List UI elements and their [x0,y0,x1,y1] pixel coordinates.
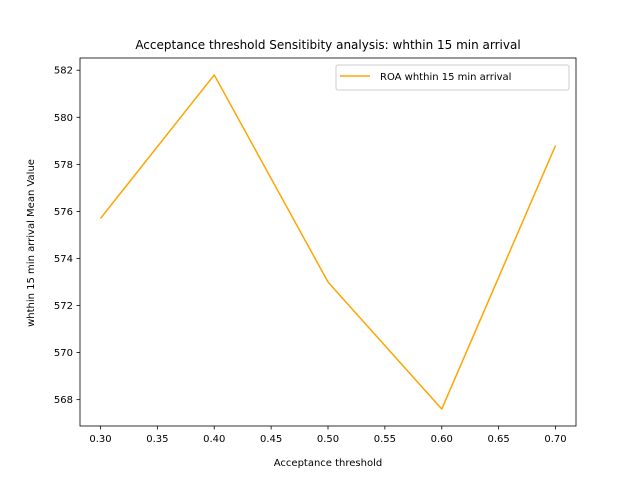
x-tick-label: 0.70 [544,434,566,445]
legend: ROA whthin 15 min arrival [335,64,570,91]
y-tick-label: 572 [54,301,73,312]
x-tick-label: 0.35 [146,434,168,445]
y-axis-label: whthin 15 min arrival Mean Value [26,159,37,327]
legend-box [335,64,570,91]
y-tick-label: 574 [54,254,73,265]
plot-area [99,74,557,410]
y-tick-label: 576 [54,207,73,218]
x-tick-label: 0.55 [374,434,396,445]
legend-label: ROA whthin 15 min arrival [380,72,511,83]
y-tick-label: 570 [54,348,73,359]
x-tick-label: 0.30 [89,434,111,445]
x-tick-label: 0.65 [488,434,510,445]
y-tick-label: 582 [54,66,73,77]
y-tick-label: 580 [54,113,73,124]
x-tick-label: 0.60 [431,434,453,445]
chart-title: Acceptance threshold Sensitibity analysi… [135,38,520,52]
x-tick-label: 0.50 [317,434,339,445]
y-tick-label: 568 [54,395,73,406]
x-tick-label: 0.45 [260,434,282,445]
x-tick-label: 0.40 [203,434,225,445]
axes: 0.30 0.35 0.40 0.45 0.50 0.55 0.60 0.65 0.70 568 5… [54,57,577,445]
series-line-0 [99,74,557,410]
y-tick-label: 578 [54,160,73,171]
x-axis-label: Acceptance threshold [274,458,382,469]
